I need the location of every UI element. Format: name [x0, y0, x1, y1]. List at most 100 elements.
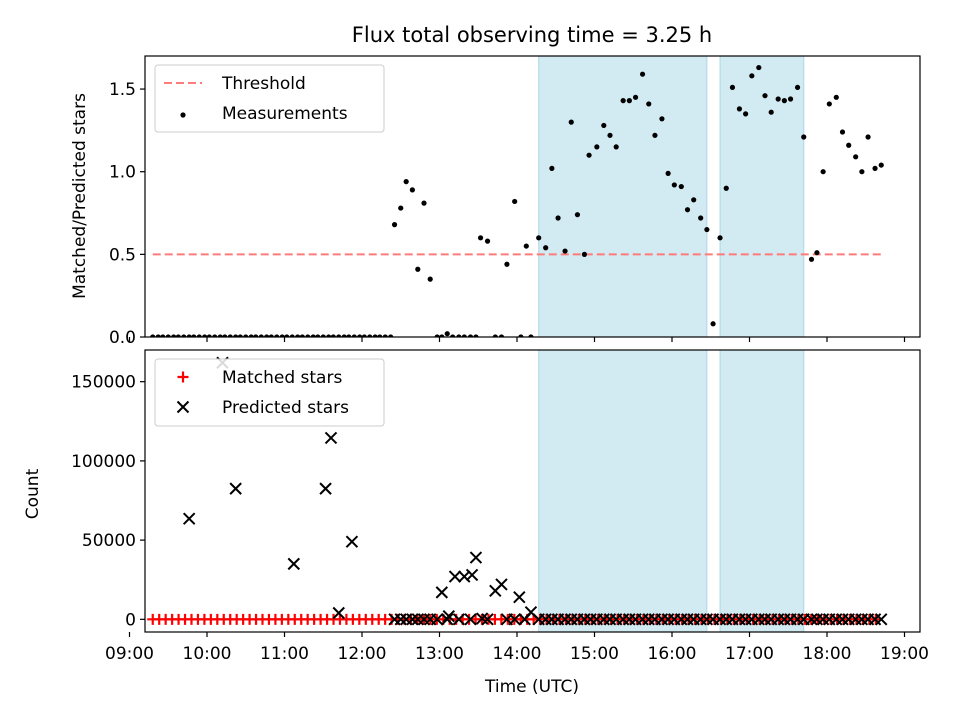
x-tick-label: 16:00 [648, 644, 697, 664]
measurement-point [377, 334, 383, 337]
measurement-point [330, 334, 336, 337]
measurement-point [258, 334, 264, 337]
measurement-point [865, 134, 871, 140]
measurement-point [613, 144, 619, 150]
measurement-point [743, 111, 749, 117]
measurement-point [367, 334, 373, 337]
measurement-point [421, 200, 427, 206]
measurement-point [704, 226, 710, 233]
legend-predicted-swatch [176, 400, 190, 414]
measurement-point [710, 321, 716, 327]
measurement-point [801, 134, 807, 140]
measurement-point [186, 334, 192, 337]
measurement-point [620, 98, 626, 104]
measurement-point [626, 98, 632, 104]
measurement-point [646, 101, 652, 107]
predicted-star-marker [805, 613, 818, 626]
measurement-point [403, 179, 409, 185]
data-layer [150, 56, 884, 337]
measurement-point [528, 334, 534, 337]
measurement-point [150, 334, 156, 337]
measurement-point [781, 98, 787, 104]
measurement-point [684, 207, 691, 213]
x-tick-label: 15:00 [570, 644, 619, 664]
predicted-star-marker [452, 613, 466, 626]
measurement-point [574, 212, 581, 218]
measurement-point [212, 334, 218, 337]
measurement-point [562, 248, 568, 254]
bottom-plot-area: 0 50000 100000 150000 09:00 10:00 11:00 12:00 13… [71, 349, 929, 664]
measurement-point [289, 334, 295, 337]
measurement-point [504, 261, 510, 267]
x-axis-label: Time (UTC) [484, 677, 579, 697]
measurement-point [299, 334, 305, 337]
x-tick-label: 13:00 [415, 644, 464, 664]
measurement-point [171, 334, 177, 337]
measurement-point [549, 165, 555, 171]
legend: Threshold Measurements [154, 64, 385, 133]
measurement-point [243, 334, 249, 337]
measurement-point [391, 222, 398, 228]
measurement-point [461, 334, 467, 337]
predicted-star-marker [345, 535, 359, 548]
measurement-point [284, 334, 290, 337]
measurement-point [315, 334, 321, 337]
measurement-point [878, 162, 884, 168]
measurement-point [398, 205, 404, 211]
measurement-point [222, 334, 228, 337]
measurement-point [310, 334, 316, 337]
measurement-point [555, 215, 561, 221]
legend-box [154, 358, 385, 427]
measurement-point [346, 334, 352, 337]
measurement-point [717, 235, 723, 241]
measurement-point [361, 334, 367, 337]
measurement-point [833, 94, 839, 100]
x-tick-label: 17:00 [725, 644, 774, 664]
measurement-point [839, 129, 846, 135]
legend-label: Matched stars [222, 368, 342, 388]
predicted-star-marker [875, 613, 888, 626]
predicted-star-marker [229, 482, 242, 495]
observing-window-span-1 [538, 350, 708, 632]
axes-frame [144, 55, 921, 338]
measurement-point [859, 169, 865, 175]
measurement-point [671, 182, 677, 188]
bottom-y-axis-label: Count [23, 468, 43, 519]
legend-label: Measurements [222, 104, 348, 124]
predicted-star-marker [469, 551, 483, 564]
measurement-point [434, 334, 440, 337]
legend-label: Predicted stars [222, 398, 349, 418]
measurement-point [775, 96, 781, 102]
measurement-point [477, 235, 484, 241]
measurement-point [217, 334, 223, 337]
predicted-star-marker [287, 557, 301, 571]
axes-frame [144, 349, 921, 633]
measurement-point [357, 334, 363, 337]
measurement-point [268, 334, 274, 337]
predicted-star-marker [458, 570, 471, 583]
measurement-point [853, 154, 859, 160]
measurement-point [536, 235, 542, 241]
predicted-star-marker [513, 590, 526, 604]
measurement-point [372, 334, 378, 337]
measurement-point [326, 334, 332, 337]
observing-window-span-2 [719, 56, 805, 337]
measurement-point [305, 334, 311, 337]
measurement-point [594, 144, 600, 150]
y-tick-label: 1.5 [109, 80, 136, 100]
chart-title: Flux total observing time = 3.25 h [352, 23, 712, 47]
data-layer [147, 350, 888, 632]
predicted-star-marker [508, 613, 521, 626]
measurement-point [160, 334, 166, 337]
measurement-point [233, 334, 239, 337]
measurement-point [320, 334, 326, 337]
y-tick-label: 0 [125, 610, 136, 630]
measurement-point [568, 119, 574, 125]
predicted-star-marker [465, 568, 479, 582]
measurement-point [808, 256, 815, 262]
measurement-point [723, 185, 729, 191]
measurement-point [484, 238, 491, 244]
measurement-point [523, 243, 529, 249]
predicted-star-marker [495, 578, 508, 591]
measurement-point [749, 73, 755, 79]
